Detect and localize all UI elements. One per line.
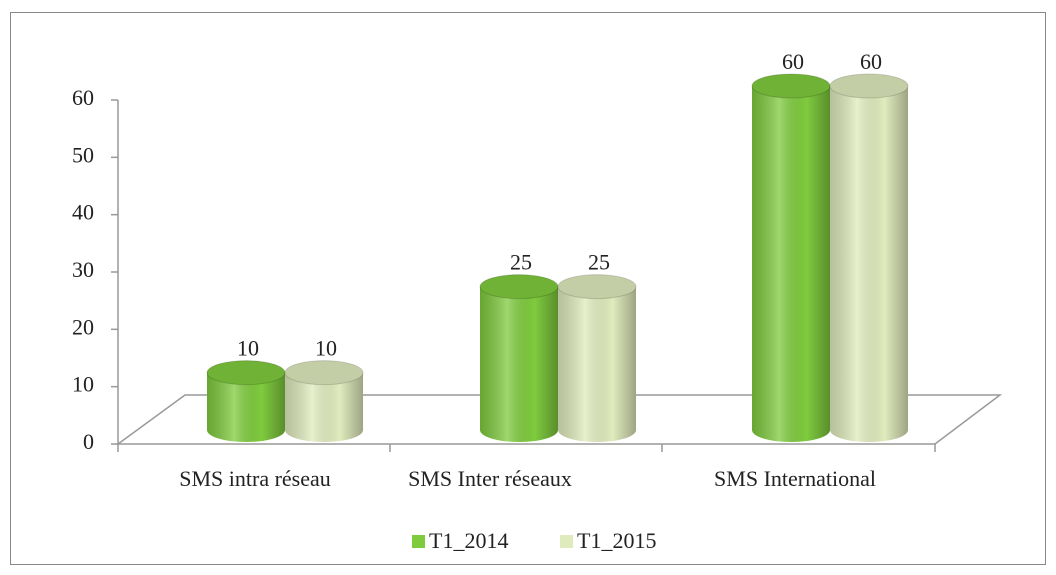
y-tick-label: 20 [72,314,94,339]
y-tick-label: 30 [72,257,94,282]
cylinder-shade [285,372,363,442]
cylinder-top [829,73,909,99]
cylinder-top [284,360,364,386]
cylinder-top-shade [285,360,363,385]
value-label: 25 [510,250,532,275]
y-tick-label: 40 [72,200,94,225]
y-tick-label: 0 [83,429,94,454]
x-tick-label: SMS intra réseau [179,466,331,491]
legend-label: T1_2014 [429,528,508,553]
y-tick-label: 50 [72,142,94,167]
cylinder-top-shade [558,274,636,299]
value-label: 10 [237,336,259,361]
cylinder-top-shade [207,360,285,385]
cylinder-top-shade [480,274,558,299]
bar [557,274,637,442]
category-ticks [117,444,936,452]
cylinder-shade [480,286,558,442]
cylinder-top-shade [830,74,908,98]
cylinder-top [557,274,637,300]
cylinder-shade [752,86,830,442]
legend-swatch [412,535,425,548]
x-tick-label: SMS Inter réseaux [408,466,572,491]
legend-swatch [560,535,573,548]
value-label: 25 [588,250,610,275]
value-label: 60 [860,49,882,74]
legend-label: T1_2015 [577,528,656,553]
bar [479,274,559,442]
value-label: 60 [782,49,804,74]
bar [829,73,909,442]
bar [751,73,831,442]
bar [284,360,364,442]
x-tick-label: SMS International [714,466,876,491]
y-tick-label: 60 [72,85,94,110]
cylinder-top-shade [752,74,830,98]
value-label: 10 [315,336,337,361]
cylinder-shade [558,286,636,442]
cylinder-shade [207,372,285,442]
bar [206,360,286,442]
cylinder-shade [830,86,908,442]
y-tick-label: 10 [72,372,94,397]
